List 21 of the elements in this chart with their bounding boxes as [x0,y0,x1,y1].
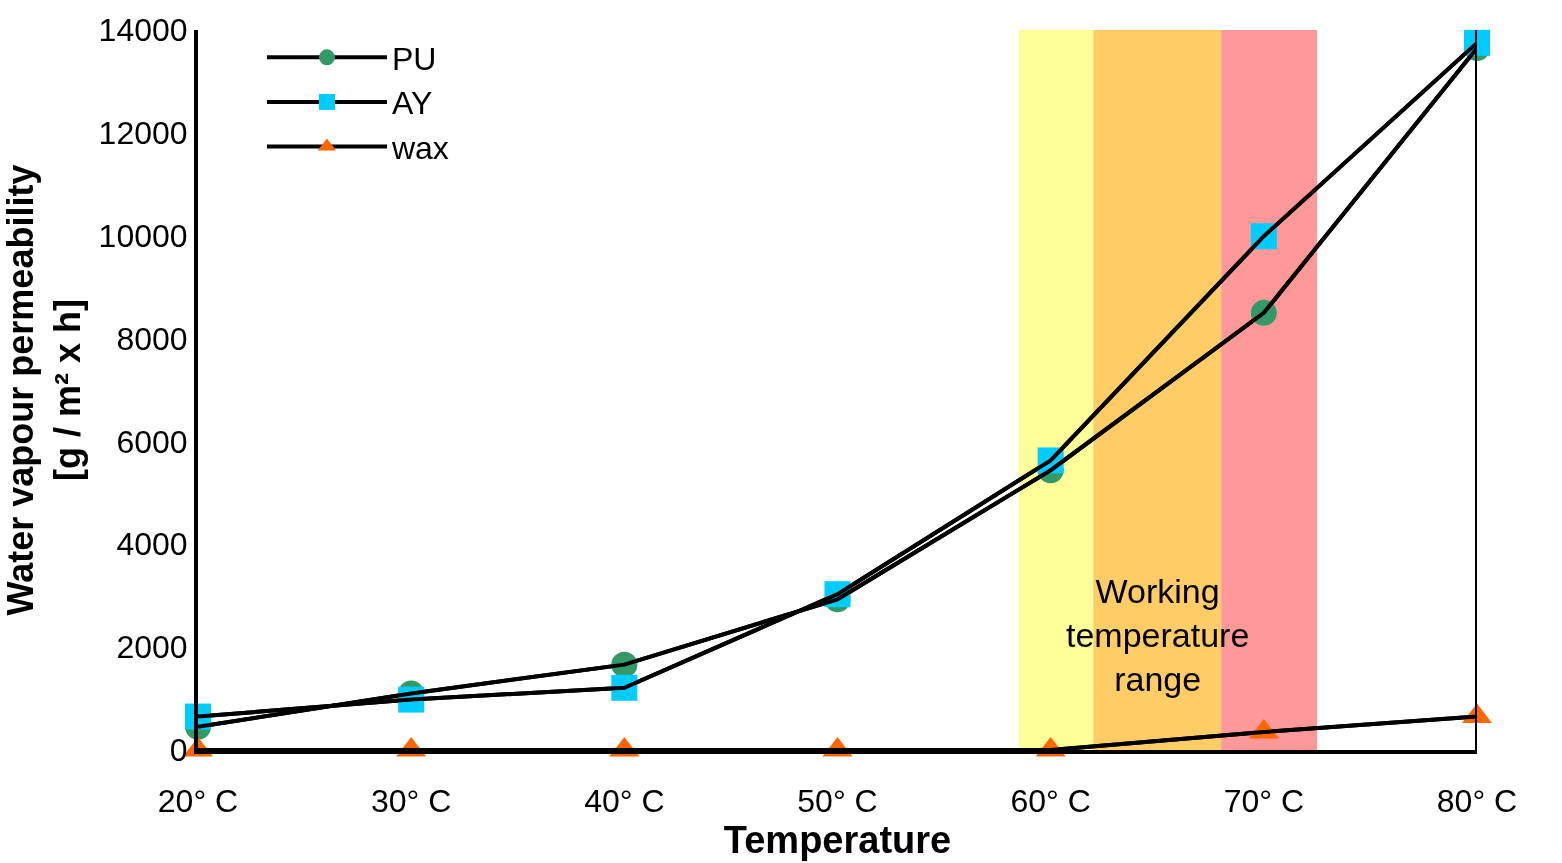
legend-label: AY [391,85,433,122]
x-tick-label: 20° C [157,783,239,820]
legend-label: PU [391,40,437,77]
y-tick-label: 10000 [98,217,188,254]
legend-label: wax [390,129,449,166]
x-tick-label: 50° C [797,783,878,820]
x-axis-title: Temperature [723,819,952,862]
x-tick-label: 30° C [370,783,452,820]
y-tick-label: 2000 [116,629,188,666]
y-axis-title: Water vapour permeability [g / m² x h] [0,164,88,616]
x-tick-label: 40° C [584,783,665,820]
y-tick-label: 4000 [116,526,188,563]
y-tick-label: 6000 [116,423,188,460]
x-tick-label: 60° C [1010,783,1091,820]
x-tick-label: 80° C [1436,783,1518,820]
y-tick-label: 12000 [98,115,188,152]
y-tick-label: 0 [169,732,188,769]
band-label: Working temperature range [1066,572,1250,699]
y-tick-label: 14000 [98,12,188,49]
x-tick-label: 70° C [1223,783,1305,820]
y-tick-label: 8000 [116,320,188,357]
